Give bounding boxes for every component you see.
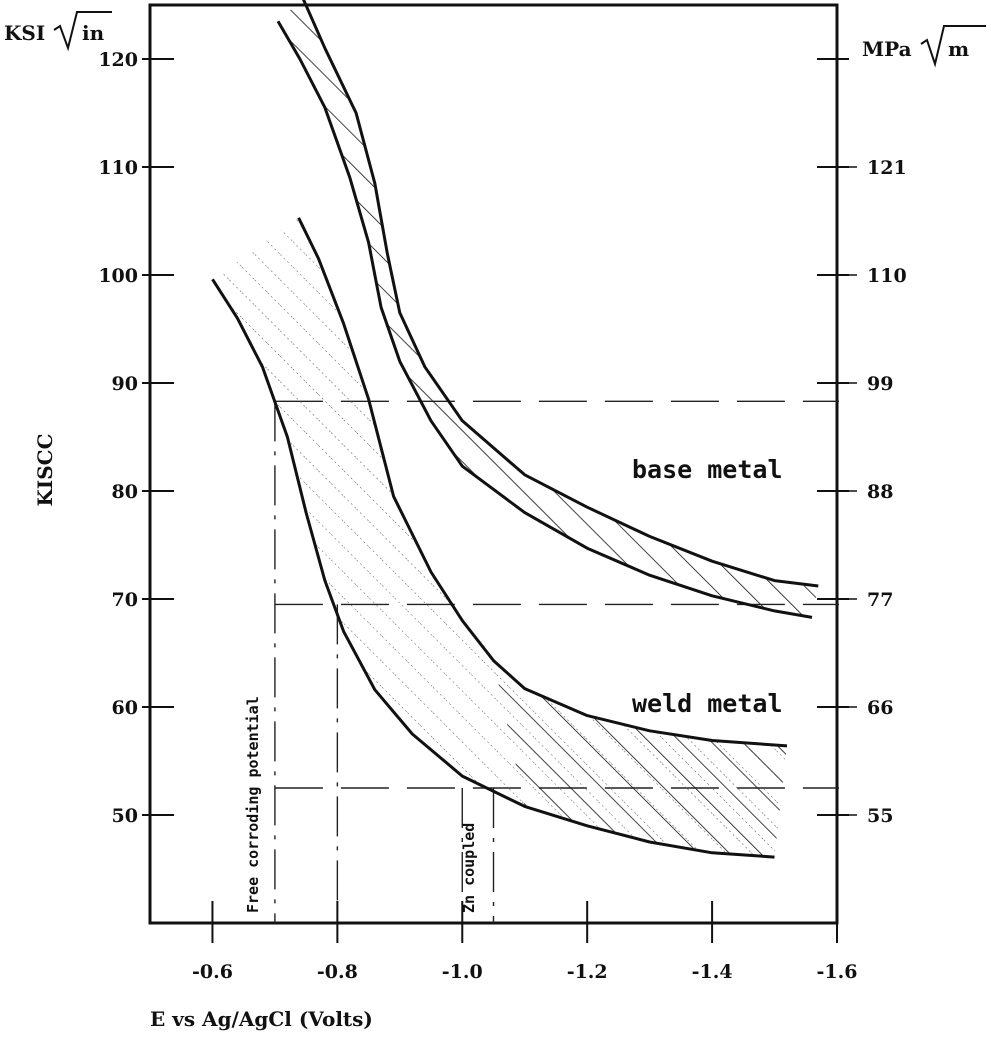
weld-metal-band-fill xyxy=(212,217,787,858)
x-tick-label-1: -0.8 xyxy=(317,961,358,983)
zn-coupled-label: Zn coupled xyxy=(460,823,478,913)
y-left-tick-label-4: 90 xyxy=(112,373,138,395)
base-metal-label: base metal xyxy=(632,455,783,484)
base-metal-lower-curve xyxy=(276,20,813,619)
right-unit-prefix: MPa xyxy=(862,37,912,61)
y-left-tick-label-0: 50 xyxy=(112,805,138,827)
y-left-tick-label-5: 100 xyxy=(98,265,138,287)
y-right-tick-label-1: 66 xyxy=(867,697,893,719)
y-right-tick-label-2: 77 xyxy=(867,589,893,611)
y-right-tick-label-6: 121 xyxy=(867,157,907,179)
x-tick-label-0: -0.6 xyxy=(192,961,233,983)
x-tick-label-4: -1.4 xyxy=(692,961,733,983)
y-left-tick-label-6: 110 xyxy=(98,157,138,179)
base-metal-upper-curve xyxy=(302,0,819,588)
y-axis-label: KISCC xyxy=(33,433,57,506)
right-unit-sqrt xyxy=(920,25,986,68)
bands xyxy=(211,0,819,859)
base-metal-band-fill xyxy=(278,0,819,618)
y-right-tick-label-4: 99 xyxy=(867,373,893,395)
x-axis-label: E vs Ag/AgCl (Volts) xyxy=(150,1007,373,1031)
left-unit-prefix: KSI xyxy=(4,21,45,45)
y-left-tick-label-2: 70 xyxy=(112,589,138,611)
y-left-tick-label-3: 80 xyxy=(112,481,138,503)
x-tick-label-2: -1.0 xyxy=(442,961,483,983)
weld-metal-label: weld metal xyxy=(632,689,783,718)
y-left-tick-label-1: 60 xyxy=(112,697,138,719)
left-unit-arg: in xyxy=(82,21,105,45)
free-corroding-label: Free corroding potential xyxy=(244,696,262,913)
y-right-tick-label-5: 110 xyxy=(867,265,907,287)
y-right-tick-label-3: 88 xyxy=(867,481,893,503)
ticks: -0.6 -0.8 -1.0 -1.2 -1.4 -1.6 50 60 70 80 90 100 110… xyxy=(98,49,906,983)
x-tick-label-5: -1.6 xyxy=(817,961,858,983)
y-right-tick-label-0: 55 xyxy=(867,805,893,827)
right-unit-arg: m xyxy=(948,37,969,61)
x-tick-label-3: -1.2 xyxy=(567,961,608,983)
y-left-tick-label-7: 120 xyxy=(98,49,138,71)
left-unit-sqrt xyxy=(53,11,112,52)
weld-metal-band-dense-hatch xyxy=(493,660,787,858)
